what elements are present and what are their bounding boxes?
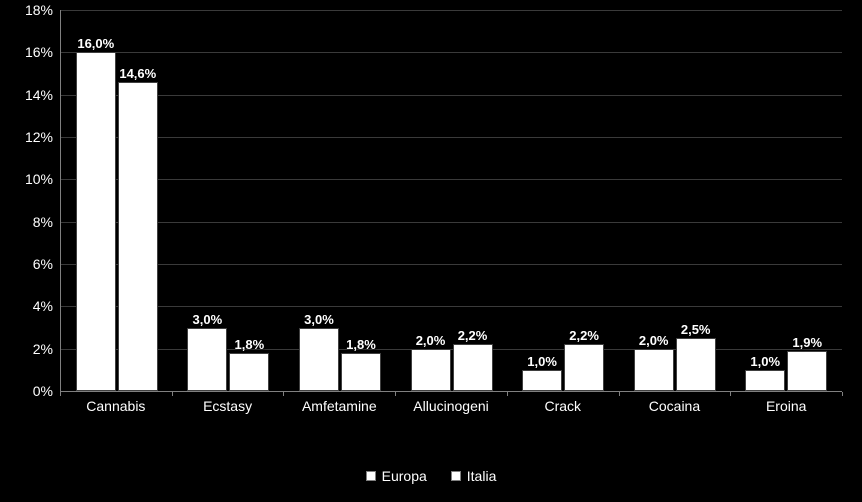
bar-value-label: 1,8% — [235, 337, 265, 354]
bar-group: 3,0%1,8% — [173, 10, 285, 391]
bar-value-label: 14,6% — [119, 66, 156, 83]
y-tick-label: 18% — [25, 2, 61, 18]
bar: 1,8% — [341, 353, 381, 391]
x-tick-mark — [395, 392, 396, 396]
legend-item-europa: Europa — [366, 468, 427, 484]
legend-label: Europa — [382, 468, 427, 484]
x-tick-mark — [283, 392, 284, 396]
bar-value-label: 2,2% — [569, 328, 599, 345]
y-tick-label: 14% — [25, 87, 61, 103]
x-tick-label: Allucinogeni — [395, 392, 507, 422]
bar-value-label: 2,0% — [416, 333, 446, 350]
y-tick-label: 16% — [25, 44, 61, 60]
y-tick-label: 8% — [33, 214, 61, 230]
x-tick-label: Eroina — [730, 392, 842, 422]
bar: 1,8% — [229, 353, 269, 391]
bar-value-label: 2,5% — [681, 322, 711, 339]
y-tick-label: 2% — [33, 341, 61, 357]
x-tick-label: Crack — [507, 392, 619, 422]
bar-value-label: 2,2% — [458, 328, 488, 345]
x-tick-mark — [842, 392, 843, 396]
bar-group: 2,0%2,5% — [619, 10, 731, 391]
bar: 2,2% — [564, 344, 604, 391]
bar-value-label: 1,0% — [527, 354, 557, 371]
x-tick-label: Cocaina — [619, 392, 731, 422]
bar-group: 16,0%14,6% — [61, 10, 173, 391]
plot-area: 0%2%4%6%8%10%12%14%16%18% 16,0%14,6%3,0%… — [60, 10, 842, 392]
y-tick-label: 12% — [25, 129, 61, 145]
legend-swatch-icon — [451, 471, 461, 481]
bar: 2,5% — [676, 338, 716, 391]
bars-container: 16,0%14,6%3,0%1,8%3,0%1,8%2,0%2,2%1,0%2,… — [61, 10, 842, 391]
x-tick-mark — [619, 392, 620, 396]
bar: 16,0% — [76, 52, 116, 391]
bar: 1,0% — [745, 370, 785, 391]
x-tick-mark — [60, 392, 61, 396]
bar-group: 1,0%1,9% — [730, 10, 842, 391]
bar: 1,9% — [787, 351, 827, 391]
x-tick-mark — [730, 392, 731, 396]
x-tick-label: Amfetamine — [283, 392, 395, 422]
y-tick-label: 4% — [33, 298, 61, 314]
y-tick-label: 6% — [33, 256, 61, 272]
bar-value-label: 2,0% — [639, 333, 669, 350]
bar-group: 1,0%2,2% — [507, 10, 619, 391]
bar: 3,0% — [187, 328, 227, 392]
x-tick-mark — [172, 392, 173, 396]
bar-value-label: 3,0% — [193, 312, 223, 329]
bar-group: 3,0%1,8% — [284, 10, 396, 391]
y-tick-label: 0% — [33, 383, 61, 399]
bar-value-label: 16,0% — [77, 36, 114, 53]
bar: 3,0% — [299, 328, 339, 392]
y-tick-label: 10% — [25, 171, 61, 187]
bar: 2,0% — [634, 349, 674, 391]
chart-area: 0%2%4%6%8%10%12%14%16%18% 16,0%14,6%3,0%… — [60, 10, 842, 422]
x-tick-mark — [507, 392, 508, 396]
x-tick-label: Ecstasy — [172, 392, 284, 422]
bar-value-label: 1,9% — [792, 335, 822, 352]
bar-value-label: 3,0% — [304, 312, 334, 329]
bar-group: 2,0%2,2% — [396, 10, 508, 391]
bar: 2,2% — [453, 344, 493, 391]
legend-label: Italia — [467, 468, 497, 484]
bar: 14,6% — [118, 82, 158, 391]
x-tick-label: Cannabis — [60, 392, 172, 422]
bar: 2,0% — [411, 349, 451, 391]
bar-value-label: 1,0% — [750, 354, 780, 371]
bar-value-label: 1,8% — [346, 337, 376, 354]
bar: 1,0% — [522, 370, 562, 391]
legend: Europa Italia — [0, 468, 862, 484]
legend-item-italia: Italia — [451, 468, 497, 484]
x-axis-labels: CannabisEcstasyAmfetamineAllucinogeniCra… — [60, 392, 842, 422]
legend-swatch-icon — [366, 471, 376, 481]
